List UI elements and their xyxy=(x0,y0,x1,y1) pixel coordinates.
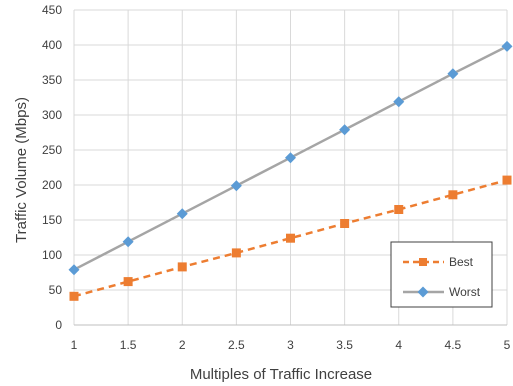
y-tick-label: 450 xyxy=(42,3,62,17)
data-point-best xyxy=(69,291,79,301)
data-point-worst xyxy=(501,40,513,52)
data-point-best xyxy=(231,248,241,258)
legend-best-marker xyxy=(419,258,427,266)
grid-lines xyxy=(73,9,508,326)
y-tick-label: 250 xyxy=(42,143,62,157)
data-point-worst xyxy=(393,96,405,108)
x-tick-label: 2.5 xyxy=(228,338,245,352)
x-tick-label: 2 xyxy=(179,338,186,352)
data-point-worst xyxy=(339,124,351,136)
data-point-best xyxy=(394,205,404,214)
y-tick-label: 150 xyxy=(42,213,62,227)
x-tick-label: 1.5 xyxy=(120,338,137,352)
data-point-best xyxy=(502,175,512,185)
data-point-worst xyxy=(122,236,134,248)
x-tick-label: 3.5 xyxy=(336,338,353,352)
x-tick-labels: 1 1.5 2 2.5 3 3.5 4 4.5 5 xyxy=(71,338,511,352)
data-point-best xyxy=(177,262,187,272)
data-point-worst xyxy=(285,152,296,164)
legend-best-label: Best xyxy=(449,255,474,269)
data-point-best xyxy=(340,219,350,228)
data-point-best xyxy=(286,233,295,243)
data-point-best xyxy=(123,277,133,287)
x-tick-label: 3 xyxy=(287,338,294,352)
legend: Best Worst xyxy=(390,241,493,308)
x-axis-label: Multiples of Traffic Increase xyxy=(190,366,372,383)
y-tick-label: 50 xyxy=(49,283,63,297)
data-point-best xyxy=(448,190,458,200)
data-point-worst xyxy=(447,68,459,80)
series-line-best xyxy=(73,178,508,298)
data-point-worst xyxy=(230,180,242,192)
data-point-worst xyxy=(68,264,80,276)
y-tick-labels: 0 50 100 150 200 250 300 350 400 450 xyxy=(42,3,62,332)
legend-worst-label: Worst xyxy=(449,285,481,299)
y-tick-label: 350 xyxy=(42,73,62,87)
legend-worst-marker xyxy=(417,286,429,298)
series-layer xyxy=(68,40,513,301)
x-tick-label: 5 xyxy=(504,338,511,352)
x-tick-label: 4 xyxy=(395,338,402,352)
x-tick-label: 4.5 xyxy=(445,338,462,352)
y-axis-label: Traffic Volume (Mbps) xyxy=(13,97,30,243)
y-tick-label: 200 xyxy=(42,178,62,192)
data-point-worst xyxy=(176,208,188,220)
legend-box xyxy=(390,241,493,308)
x-tick-label: 1 xyxy=(71,338,78,352)
y-tick-label: 300 xyxy=(42,108,62,122)
y-tick-label: 100 xyxy=(42,248,62,262)
y-tick-label: 0 xyxy=(55,318,62,332)
y-tick-label: 400 xyxy=(42,38,62,52)
